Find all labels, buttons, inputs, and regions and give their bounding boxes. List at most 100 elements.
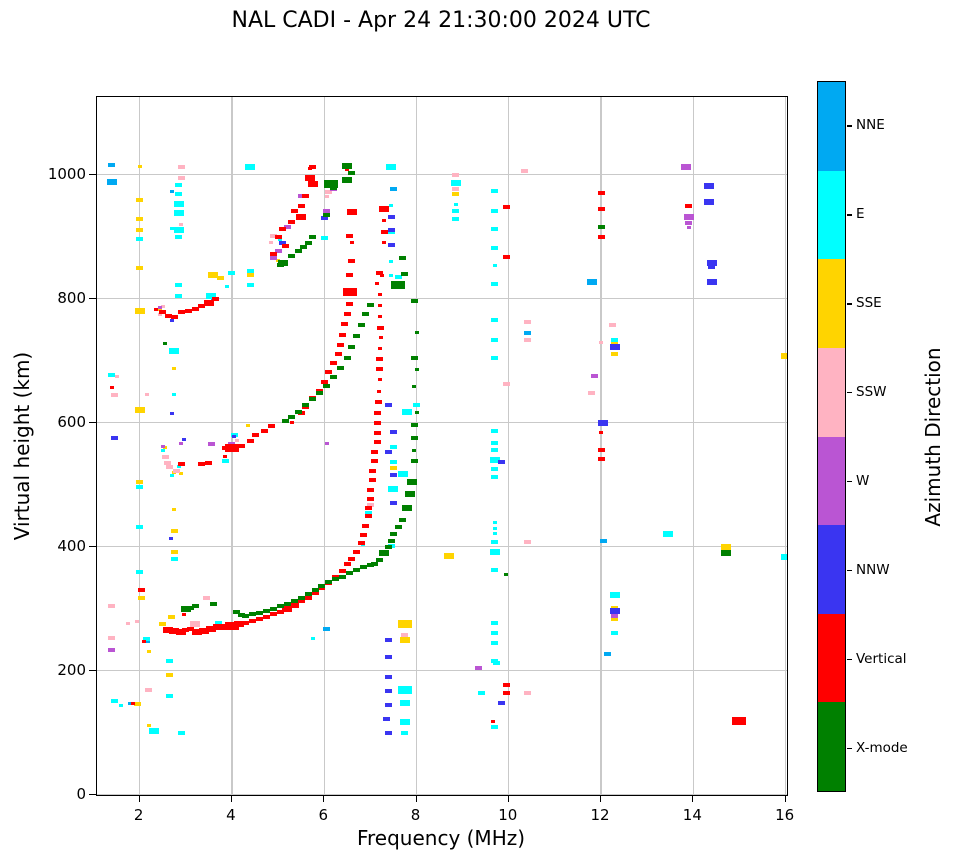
data-point-x-mode (385, 544, 393, 549)
data-point-x-mode (288, 414, 296, 419)
data-point-e (169, 473, 174, 477)
y-gridline (97, 173, 787, 176)
data-point-e (228, 270, 236, 275)
data-point-vertical (373, 421, 381, 426)
data-point-nnw (385, 449, 393, 454)
data-point-vertical (376, 389, 381, 393)
data-point-nne (586, 278, 597, 285)
colorbar-tick-mark (847, 480, 852, 483)
data-point-vertical (346, 273, 354, 278)
data-point-e (389, 459, 397, 464)
y-tick-label: 200 (57, 660, 86, 679)
data-point-ssw (269, 233, 277, 238)
data-point-e (491, 467, 499, 472)
data-point-x-mode (379, 550, 390, 557)
data-point-vertical (307, 180, 318, 187)
data-point-vertical (346, 233, 354, 238)
data-point-vertical (176, 628, 187, 635)
data-point-vertical (198, 461, 206, 466)
data-point-w (297, 193, 305, 198)
colorbar-category-label: Vertical (856, 650, 907, 667)
data-point-x-mode (163, 342, 168, 346)
x-gridline (692, 97, 694, 795)
data-point-vertical (267, 424, 275, 429)
data-point-x-mode (410, 422, 418, 427)
data-point-ssw (161, 454, 169, 459)
data-point-sse (137, 164, 142, 168)
data-point-x-mode (299, 245, 307, 250)
data-point-x-mode (311, 588, 319, 593)
data-point-vertical (177, 462, 185, 467)
data-point-nne (108, 163, 116, 168)
data-point-x-mode (366, 563, 374, 568)
data-point-e (173, 227, 184, 234)
data-point-x-mode (348, 345, 356, 350)
data-point-nnw (389, 501, 397, 506)
data-point-vertical (186, 626, 194, 631)
colorbar-tick-mark (847, 392, 852, 394)
data-point-e (492, 532, 497, 536)
data-point-x-mode (410, 459, 418, 464)
data-point-nne (128, 701, 133, 705)
data-point-x-mode (394, 524, 402, 529)
data-point-e (491, 226, 499, 231)
data-point-e (110, 698, 118, 703)
data-point-e (175, 293, 183, 298)
colorbar-category-label: SSW (856, 384, 887, 401)
data-point-nnw (706, 278, 717, 285)
data-point-e (492, 264, 497, 268)
data-point-x-mode (410, 298, 418, 303)
data-point-vertical (233, 621, 244, 628)
data-point-vertical (309, 165, 317, 170)
y-tick-mark (89, 173, 96, 175)
data-point-vertical (685, 203, 693, 208)
data-point-vertical (290, 208, 298, 213)
data-point-e (491, 245, 499, 250)
data-point-x-mode (309, 234, 317, 239)
data-point-sse (611, 341, 619, 346)
y-tick-label: 400 (57, 536, 86, 555)
data-point-x-mode (389, 532, 397, 537)
data-point-sse (208, 272, 219, 279)
data-point-x-mode (414, 368, 419, 372)
data-point-e (206, 292, 217, 299)
data-point-sse (179, 472, 184, 476)
data-point-vertical (373, 431, 381, 436)
data-point-w (475, 665, 483, 670)
data-point-vertical (373, 439, 381, 444)
data-point-vertical (346, 302, 354, 307)
data-point-e (491, 189, 499, 194)
data-point-nnw (387, 228, 395, 233)
colorbar-segment-nnw (818, 525, 845, 614)
data-point-x-mode (209, 601, 217, 606)
data-point-sse (168, 614, 176, 619)
data-point-x-mode (329, 375, 337, 380)
data-point-w (323, 208, 331, 213)
data-point-e (452, 217, 460, 222)
data-point-ssw (366, 503, 374, 508)
data-point-vertical (269, 612, 277, 617)
data-point-e (172, 393, 177, 397)
plot-area (96, 96, 788, 796)
data-point-x-mode (256, 610, 264, 615)
data-point-e (489, 456, 500, 463)
x-tick-mark (692, 796, 699, 802)
colorbar-category-label: X-mode (856, 739, 908, 756)
data-point-vertical (305, 174, 316, 181)
y-gridline (97, 794, 787, 795)
data-point-e (136, 524, 144, 529)
x-tick-label: 4 (226, 806, 236, 824)
data-point-x-mode (353, 567, 361, 572)
data-point-nnw (389, 430, 397, 435)
data-point-vertical (366, 488, 374, 493)
data-point-vertical (205, 461, 213, 466)
data-point-vertical (502, 255, 510, 260)
data-point-vertical (184, 309, 192, 314)
data-point-nnw (387, 214, 395, 219)
data-point-x-mode (332, 577, 340, 582)
data-point-nnw (385, 403, 393, 408)
data-point-e (397, 685, 412, 694)
x-tick-mark (600, 796, 607, 802)
data-point-nnw (708, 265, 716, 269)
data-point-ssw (160, 304, 165, 308)
